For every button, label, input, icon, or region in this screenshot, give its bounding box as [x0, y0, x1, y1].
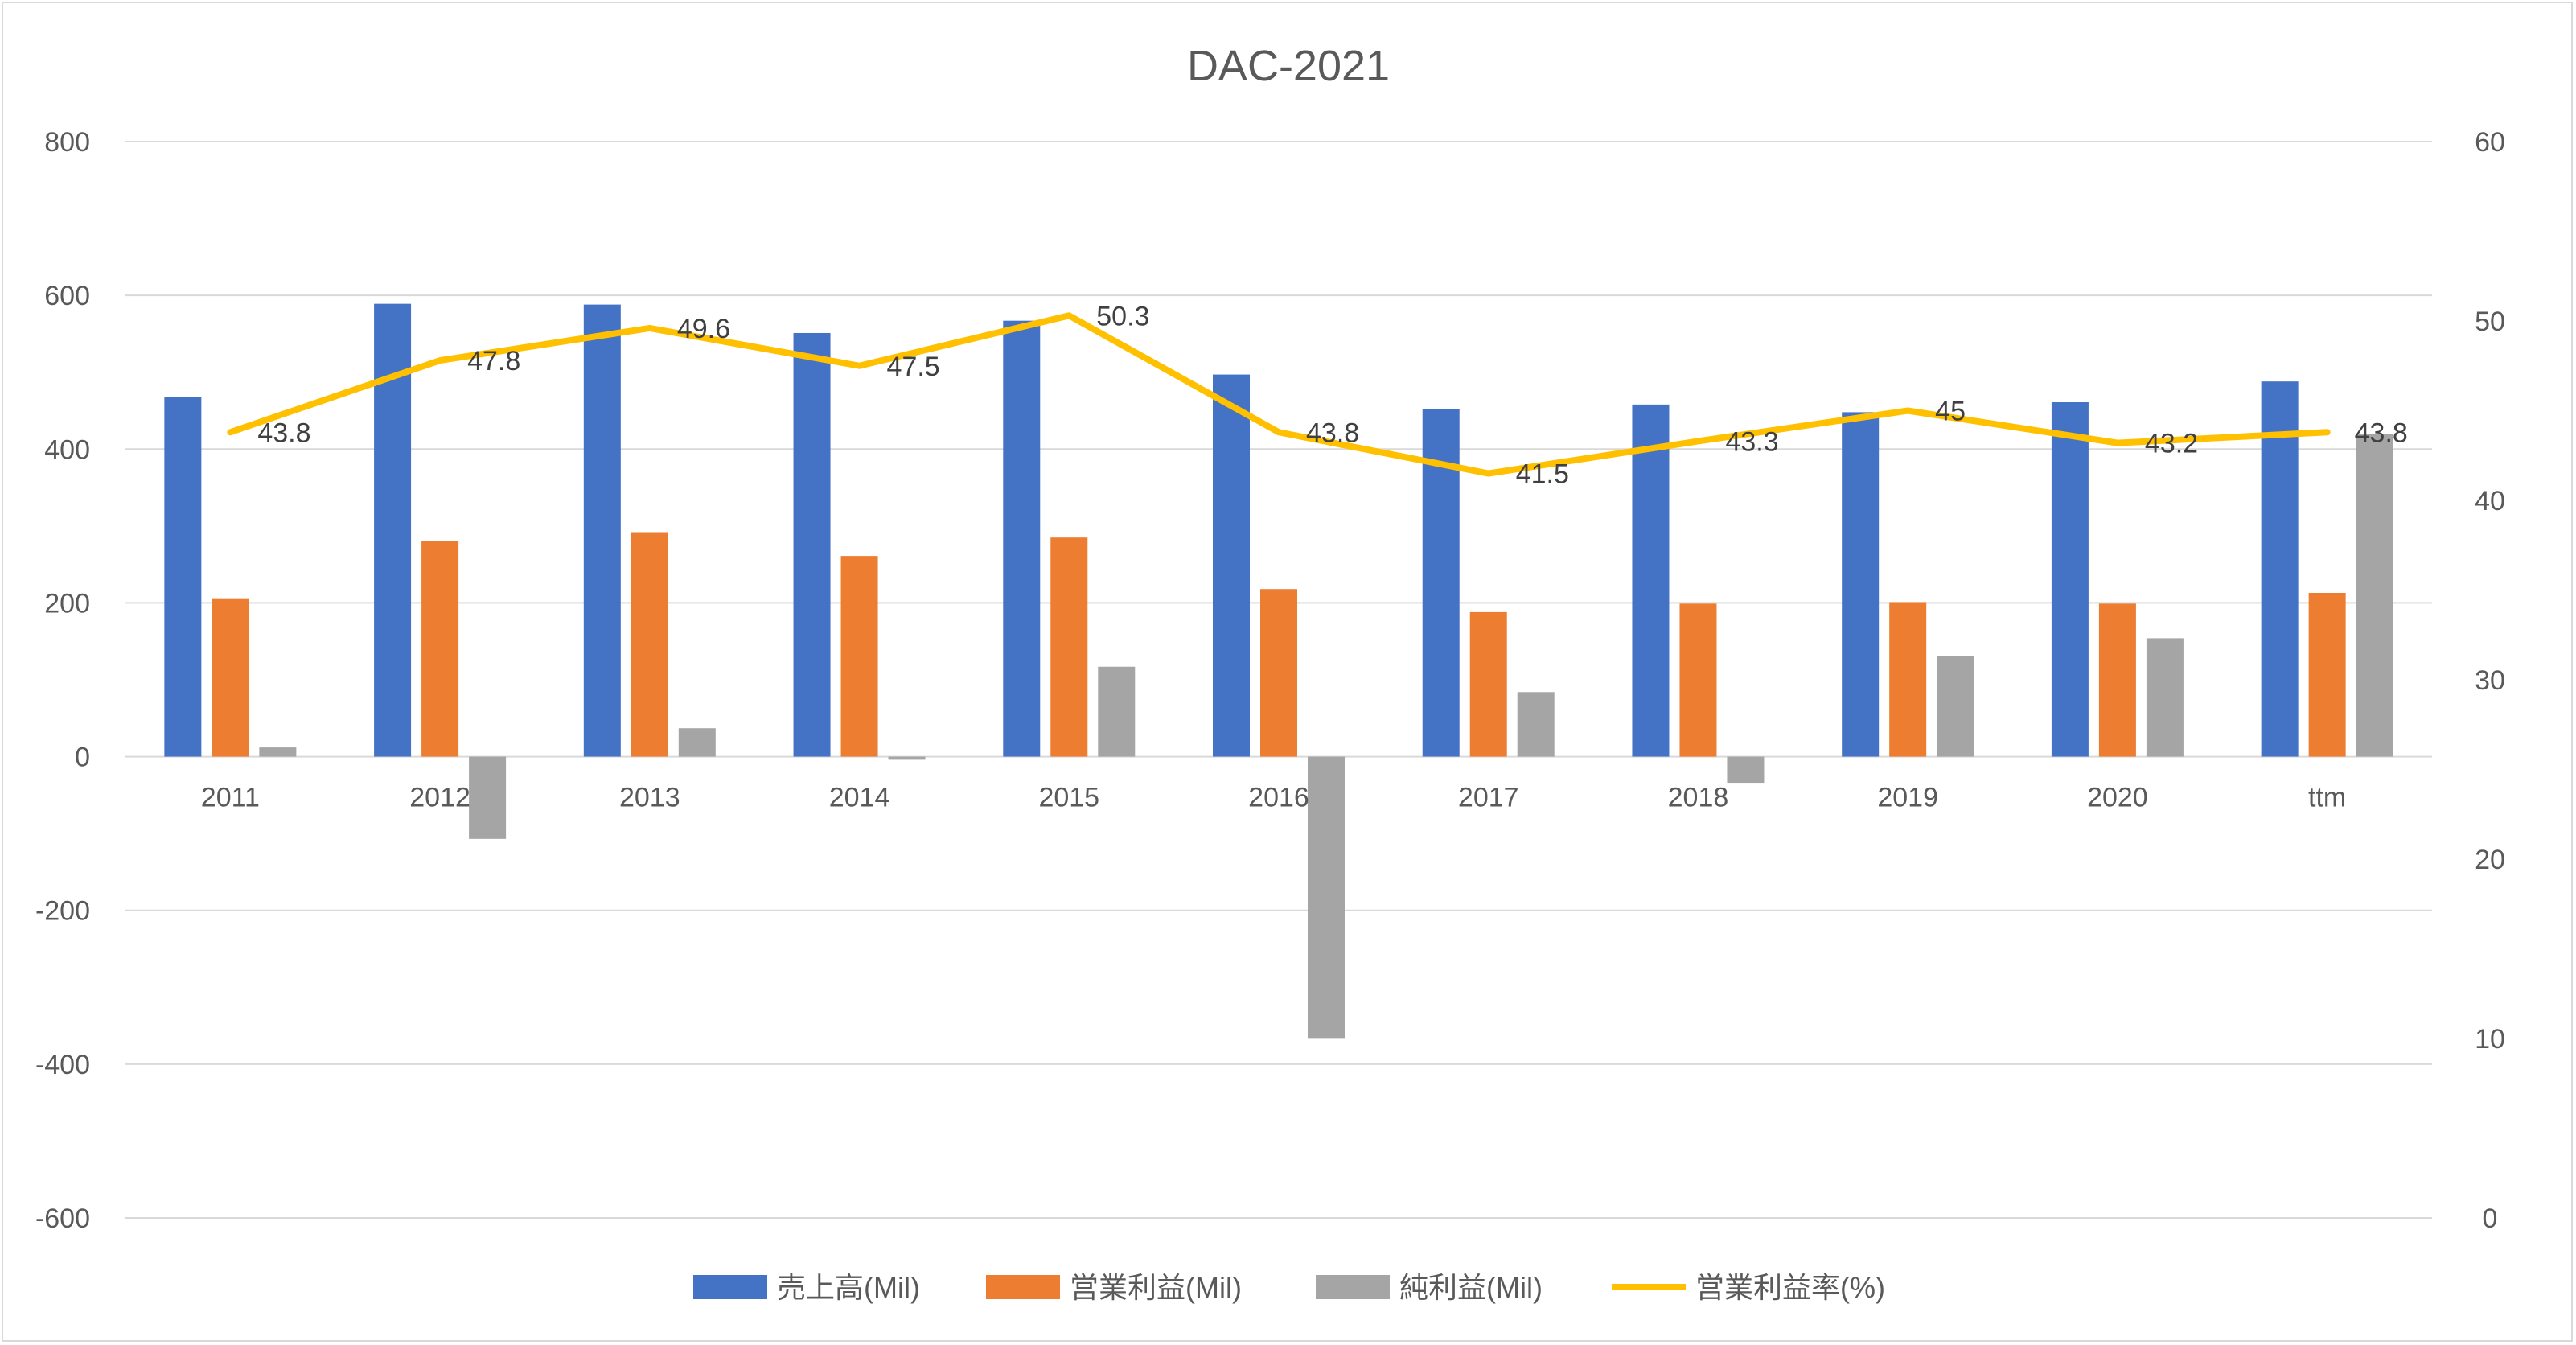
- category-label: 2020: [2087, 783, 2148, 813]
- line-data-label: 50.3: [1096, 301, 1149, 331]
- line-data-label: 47.5: [887, 352, 940, 382]
- bar-1-2019: [1842, 412, 1880, 757]
- line-data-label: 43.2: [2145, 429, 2198, 459]
- right-axis-tick-label: 40: [2475, 486, 2505, 516]
- line-data-label: 43.8: [2355, 417, 2408, 448]
- bar-2-2016: [1260, 589, 1297, 757]
- line-data-label: 43.8: [257, 417, 310, 448]
- bar-3-2017: [1517, 692, 1555, 757]
- bar-3-2013: [678, 728, 716, 757]
- left-axis-ticks: 800 600 400 200 0 -200 -400 -600: [35, 127, 90, 1234]
- left-axis-tick-label: -200: [35, 896, 90, 927]
- bar-2-2017: [1469, 611, 1507, 757]
- bar-3-2011: [259, 747, 297, 757]
- bar-2-2012: [421, 541, 459, 757]
- bar-3-2015: [1098, 666, 1136, 757]
- line-data-label: 45: [1935, 397, 1966, 427]
- left-axis-tick-label: 400: [44, 434, 90, 465]
- left-axis-tick-label: 600: [44, 281, 90, 311]
- bar-1-2015: [1003, 320, 1041, 757]
- bar-3-2014: [888, 756, 926, 760]
- bar-2-2013: [631, 532, 668, 757]
- category-label: ttm: [2308, 783, 2346, 813]
- bar-2-2014: [840, 556, 878, 757]
- bar-1-2013: [583, 304, 621, 757]
- category-label: 2013: [619, 783, 680, 813]
- line-data-labels: 43.8 47.8 49.6 47.5 50.3 43.8 41.5 43.3 45 43.2 43…: [257, 301, 2407, 489]
- right-axis-tick-label: 0: [2483, 1203, 2498, 1234]
- bar-3-2016: [1308, 756, 1345, 1039]
- bar-1-ttm: [2261, 381, 2299, 757]
- chart-title: DAC-2021: [1187, 42, 1390, 90]
- bar-1-2020: [2051, 401, 2089, 757]
- bar-1-2011: [164, 397, 202, 757]
- category-label: 2012: [409, 783, 470, 813]
- legend-label: 営業利益率(%): [1695, 1271, 1885, 1304]
- category-label: 2016: [1248, 783, 1309, 813]
- legend-label: 売上高(Mil): [777, 1271, 920, 1304]
- bar-3-2018: [1727, 756, 1765, 784]
- bar-2-2020: [2098, 603, 2136, 757]
- bar-2-ttm: [2308, 593, 2346, 757]
- right-axis-tick-label: 30: [2475, 665, 2505, 696]
- right-axis-tick-label: 50: [2475, 306, 2505, 337]
- bar-3-2020: [2146, 638, 2184, 757]
- legend-swatch: [1316, 1275, 1390, 1299]
- legend-label: 純利益(Mil): [1399, 1271, 1543, 1304]
- bar-3-2019: [1937, 656, 1974, 757]
- right-axis-tick-label: 10: [2475, 1024, 2505, 1055]
- line-data-label: 47.8: [467, 346, 520, 376]
- category-label: 2011: [201, 783, 260, 813]
- bar-2-2015: [1050, 537, 1088, 757]
- line-data-label: 41.5: [1516, 459, 1569, 490]
- line-data-label: 43.8: [1306, 417, 1359, 448]
- right-axis-tick-label: 20: [2475, 845, 2505, 875]
- left-axis-tick-label: 200: [44, 588, 90, 619]
- legend-swatch: [693, 1275, 767, 1299]
- bar-2-2019: [1889, 602, 1927, 757]
- category-label: 2018: [1668, 783, 1729, 813]
- operating-margin-line: [227, 312, 2331, 477]
- bar-series: [164, 303, 2393, 1039]
- bar-3-2012: [469, 756, 507, 839]
- line-data-label: 49.6: [677, 314, 730, 344]
- bar-1-2018: [1632, 404, 1670, 757]
- category-label: 2017: [1458, 783, 1519, 813]
- legend-swatch: [986, 1275, 1060, 1299]
- bar-2-2011: [212, 598, 249, 757]
- category-label: 2014: [829, 783, 890, 813]
- legend: 売上高(Mil) 営業利益(Mil) 純利益(Mil) 営業利益率(%): [693, 1271, 1885, 1304]
- left-axis-tick-label: -400: [35, 1050, 90, 1080]
- category-axis-labels: 2011 2012 2013 2014 2015 2016 2017 2018 2019 2020…: [201, 783, 2346, 813]
- right-axis-tick-label: 60: [2475, 127, 2505, 158]
- bar-3-ttm: [2356, 434, 2393, 757]
- legend-label: 営業利益(Mil): [1070, 1271, 1242, 1304]
- bar-1-2014: [793, 332, 831, 757]
- bar-2-2018: [1679, 603, 1717, 757]
- right-axis-ticks: 60 50 40 30 20 10 0: [2475, 127, 2505, 1234]
- left-axis-tick-label: 800: [44, 127, 90, 158]
- line-data-label: 43.3: [1725, 426, 1778, 457]
- line-series: [227, 312, 2331, 477]
- category-label: 2019: [1877, 783, 1938, 813]
- left-axis-tick-label: -600: [35, 1203, 90, 1234]
- left-axis-tick-label: 0: [75, 742, 90, 773]
- bar-1-2016: [1213, 374, 1250, 757]
- category-label: 2015: [1038, 783, 1099, 813]
